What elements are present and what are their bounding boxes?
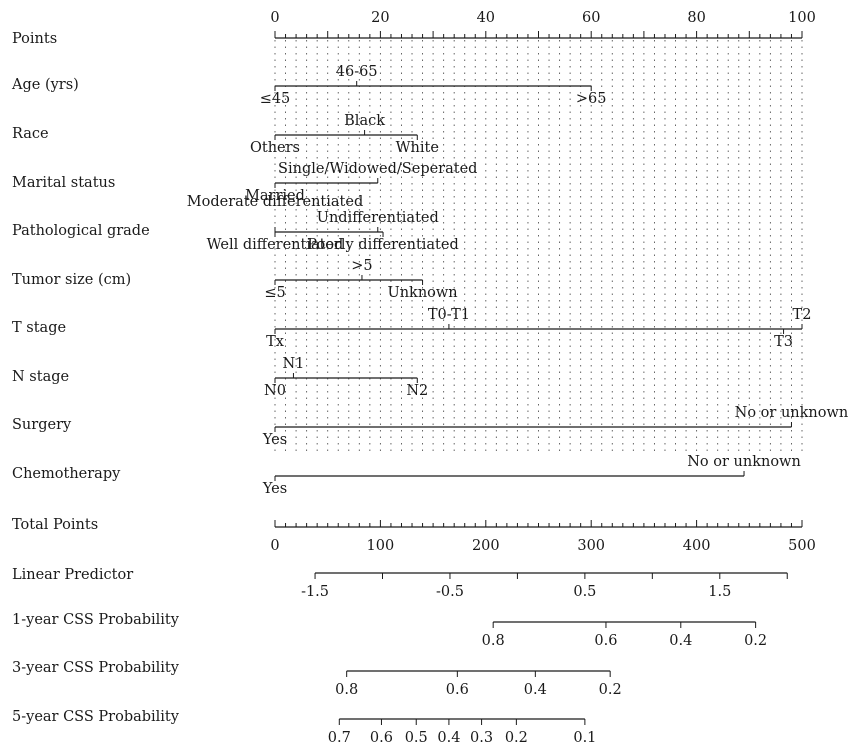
level-label-single-widowed-seperated: Single/Widowed/Seperated — [278, 161, 477, 177]
level-label-t0-t1: T0-T1 — [428, 307, 470, 323]
total-points-tick-label: 300 — [577, 538, 605, 554]
axis-layer: Points 0 20 40 60 80 100 Age (yrs) ≤45 46-65 >65 Ra… — [11, 10, 848, 746]
probability-tick-label: 0.3 — [470, 730, 493, 746]
probability-tick-label: 0.4 — [669, 633, 692, 649]
probability-tick-label: 0.6 — [370, 730, 393, 746]
level-label-unknown: Unknown — [387, 285, 457, 301]
probability-tick-label: 0.4 — [524, 682, 547, 698]
level-label-t2: T2 — [793, 307, 812, 323]
total-points-tick-label: 400 — [683, 538, 711, 554]
variable-label-tumor-size-cm: Tumor size (cm) — [12, 272, 131, 288]
level-label-tx: Tx — [266, 334, 284, 350]
linear-predictor-tick-label: -0.5 — [436, 584, 464, 600]
points-tick-label: 0 — [270, 10, 279, 26]
probability-tick-label: 0.8 — [482, 633, 505, 649]
probability-label-1: 1-year CSS Probability — [12, 612, 180, 628]
level-label-5: >5 — [351, 258, 372, 274]
level-label-n1: N1 — [282, 356, 304, 372]
points-tick-label: 20 — [371, 10, 389, 26]
level-label-white: White — [396, 140, 439, 156]
level-label-no-or-unknown: No or unknown — [687, 454, 801, 470]
level-label-65: >65 — [576, 91, 607, 107]
points-tick-label: 80 — [687, 10, 705, 26]
variable-label-chemotherapy: Chemotherapy — [12, 466, 121, 482]
level-label-t3: T3 — [774, 334, 793, 350]
level-label-5: ≤5 — [264, 285, 285, 301]
total-points-label: Total Points — [12, 517, 98, 533]
linear-predictor-tick-label: -1.5 — [301, 584, 329, 600]
level-label-n0: N0 — [264, 383, 286, 399]
level-label-others: Others — [250, 140, 300, 156]
probability-tick-label: 0.1 — [573, 730, 596, 746]
level-label-undifferentiated: Undifferentiated — [317, 210, 439, 226]
level-label-46-65: 46-65 — [336, 64, 378, 80]
points-tick-label: 60 — [582, 10, 600, 26]
level-label-married: Married — [245, 188, 305, 204]
level-label-black: Black — [344, 113, 385, 129]
probability-tick-label: 0.5 — [405, 730, 428, 746]
probability-tick-label: 0.8 — [335, 682, 358, 698]
level-label-poorly-differentiated: Poorly differentiated — [307, 237, 458, 253]
probability-tick-label: 0.2 — [744, 633, 767, 649]
level-label-45: ≤45 — [260, 91, 291, 107]
probability-tick-label: 0.2 — [505, 730, 528, 746]
level-label-n2: N2 — [406, 383, 428, 399]
variable-label-race: Race — [12, 126, 49, 142]
variable-label-age-yrs: Age (yrs) — [11, 77, 79, 93]
points-axis-label: Points — [12, 31, 57, 47]
linear-predictor-label: Linear Predictor — [12, 567, 133, 583]
total-points-tick-label: 0 — [270, 538, 279, 554]
points-tick-label: 40 — [477, 10, 495, 26]
variable-label-t-stage: T stage — [12, 320, 66, 336]
level-label-no-or-unknown: No or unknown — [735, 405, 849, 421]
variable-label-marital-status: Marital status — [12, 175, 115, 191]
probability-tick-label: 0.2 — [599, 682, 622, 698]
probability-label-2: 3-year CSS Probability — [12, 660, 180, 676]
probability-tick-label: 0.6 — [446, 682, 469, 698]
probability-tick-label: 0.4 — [437, 730, 460, 746]
variable-label-surgery: Surgery — [12, 417, 72, 433]
level-label-moderate-differentiated: Moderate differentiated — [187, 194, 364, 210]
linear-predictor-tick-label: 0.5 — [573, 584, 596, 600]
total-points-tick-label: 200 — [472, 538, 500, 554]
level-label-yes: Yes — [262, 481, 287, 497]
probability-tick-label: 0.7 — [328, 730, 351, 746]
linear-predictor-tick-label: 1.5 — [708, 584, 731, 600]
total-points-tick-label: 500 — [788, 538, 816, 554]
probability-tick-label: 0.6 — [594, 633, 617, 649]
level-label-well-differentiated: Well differentiated — [207, 237, 344, 253]
level-label-yes: Yes — [262, 432, 287, 448]
probability-label-3: 5-year CSS Probability — [12, 709, 180, 725]
variable-label-pathological-grade: Pathological grade — [12, 223, 150, 239]
variable-label-n-stage: N stage — [12, 369, 69, 385]
total-points-tick-label: 100 — [367, 538, 395, 554]
points-tick-label: 100 — [788, 10, 816, 26]
